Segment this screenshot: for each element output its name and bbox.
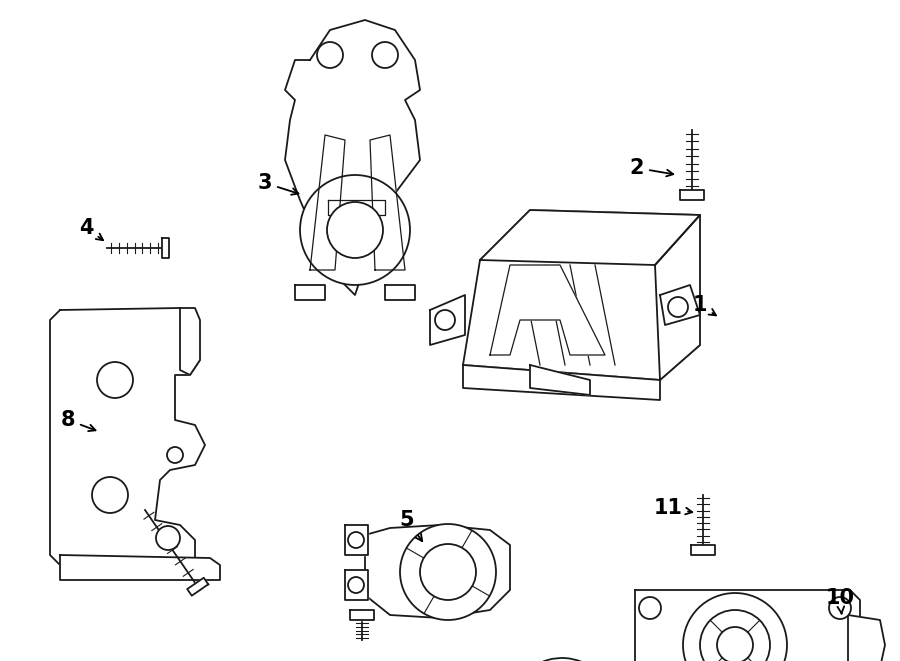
Polygon shape — [530, 365, 590, 395]
Polygon shape — [480, 210, 700, 265]
Polygon shape — [463, 365, 660, 400]
Polygon shape — [50, 308, 205, 565]
Circle shape — [156, 526, 180, 550]
Polygon shape — [295, 285, 325, 300]
Text: 6: 6 — [0, 660, 1, 661]
Text: 3: 3 — [257, 173, 299, 195]
Text: 1: 1 — [693, 295, 716, 315]
Text: 5: 5 — [400, 510, 422, 541]
Circle shape — [700, 610, 770, 661]
Text: 9: 9 — [0, 660, 1, 661]
Circle shape — [639, 597, 661, 619]
Polygon shape — [345, 570, 368, 600]
Polygon shape — [328, 200, 385, 215]
Circle shape — [317, 42, 343, 68]
Polygon shape — [310, 135, 345, 270]
Polygon shape — [490, 265, 605, 355]
Polygon shape — [345, 525, 368, 555]
Text: 10: 10 — [825, 588, 854, 614]
Polygon shape — [60, 555, 220, 580]
Polygon shape — [655, 215, 700, 380]
Circle shape — [829, 597, 851, 619]
Circle shape — [327, 202, 383, 258]
Circle shape — [300, 175, 410, 285]
Polygon shape — [635, 590, 860, 661]
Polygon shape — [162, 238, 169, 258]
Circle shape — [97, 362, 133, 398]
Circle shape — [683, 593, 787, 661]
Circle shape — [92, 477, 128, 513]
Polygon shape — [370, 135, 405, 270]
Text: 11: 11 — [653, 498, 692, 518]
Circle shape — [348, 577, 364, 593]
Circle shape — [400, 524, 496, 620]
Circle shape — [420, 544, 476, 600]
Polygon shape — [285, 20, 420, 295]
Polygon shape — [430, 295, 465, 345]
Circle shape — [372, 42, 398, 68]
Polygon shape — [180, 308, 200, 375]
Circle shape — [668, 297, 688, 317]
Polygon shape — [365, 525, 510, 618]
Polygon shape — [660, 285, 700, 325]
Text: 8: 8 — [61, 410, 95, 431]
Circle shape — [348, 532, 364, 548]
Text: 2: 2 — [630, 158, 673, 178]
Circle shape — [167, 447, 183, 463]
Polygon shape — [385, 285, 415, 300]
Circle shape — [435, 310, 455, 330]
Polygon shape — [463, 210, 700, 380]
Circle shape — [717, 627, 753, 661]
Polygon shape — [691, 545, 715, 555]
Polygon shape — [187, 578, 208, 596]
Polygon shape — [350, 610, 374, 620]
Text: 7: 7 — [0, 660, 1, 661]
Polygon shape — [680, 190, 704, 200]
Polygon shape — [848, 615, 885, 661]
Text: 4: 4 — [79, 218, 104, 240]
